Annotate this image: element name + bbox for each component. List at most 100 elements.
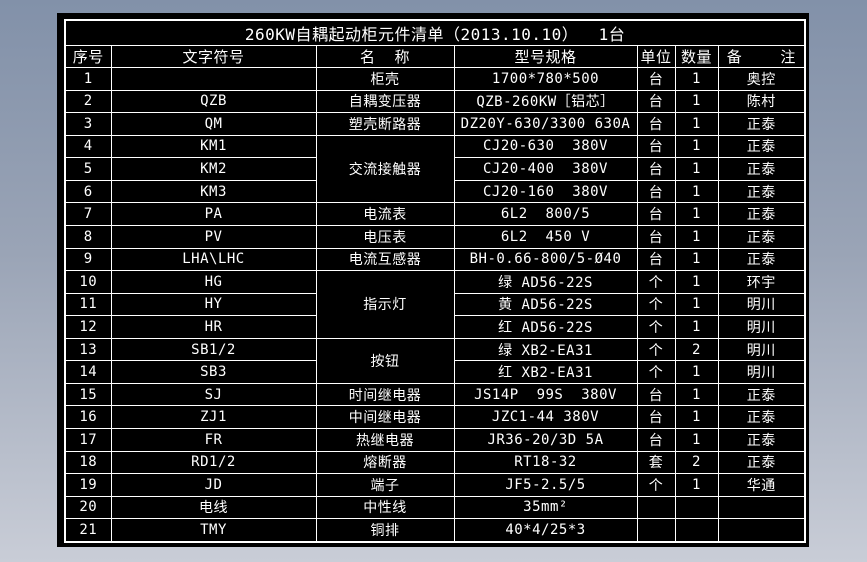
cell-name: 中间继电器 xyxy=(315,405,455,429)
table-row: 4 KM1 交流接触器 CJ20-630 380V 台 1 正泰 xyxy=(64,134,806,204)
cell-qty: 1 xyxy=(674,112,719,136)
cell-symbol: KM2 xyxy=(110,157,317,181)
cell-qty: 1 xyxy=(674,202,719,226)
cell-qty: 1 xyxy=(674,382,719,407)
cell-spec: CJ20-400 380V xyxy=(453,157,638,181)
table-row: 7 PA 电流表 6L2 800/5 台 1 正泰 xyxy=(64,202,806,226)
cell-note: 明川 xyxy=(717,337,806,362)
table-row: 6 KM3 CJ20-160 380V 台 1 正泰 xyxy=(64,179,806,204)
cell-qty: 1 xyxy=(674,179,719,204)
cell-symbol: SB3 xyxy=(110,360,317,384)
cell-note: 正泰 xyxy=(717,112,806,136)
cell-name: 自耦变压器 xyxy=(315,89,455,114)
table-row: 18 RD1/2 熔断器 RT18-32 套 2 正泰 xyxy=(64,450,806,475)
cell-no: 4 xyxy=(64,134,112,159)
cell-spec: 40*4/25*3 xyxy=(453,518,638,543)
column-header-note: 备 注 xyxy=(717,45,806,68)
cell-note: 正泰 xyxy=(717,247,806,272)
cell-spec: CJ20-630 380V xyxy=(453,134,638,159)
column-header-name: 名 称 xyxy=(315,45,455,68)
cell-name: 指示灯 xyxy=(315,270,455,339)
cell-symbol: HR xyxy=(110,315,317,339)
cell-unit: 台 xyxy=(636,247,676,272)
cell-no: 11 xyxy=(64,292,112,317)
cell-name: 热继电器 xyxy=(315,428,455,452)
cell-qty xyxy=(674,518,719,543)
cell-spec: JF5-2.5/5 xyxy=(453,473,638,497)
cell-no: 13 xyxy=(64,337,112,362)
cell-unit: 台 xyxy=(636,89,676,114)
cell-spec: CJ20-160 380V xyxy=(453,179,638,204)
cell-name: 柜壳 xyxy=(315,67,455,91)
cell-spec: 绿 AD56-22S xyxy=(453,270,638,294)
cell-symbol: LHA\LHC xyxy=(110,247,317,272)
cell-symbol: ZJ1 xyxy=(110,405,317,429)
table-title: 260KW自耦起动柜元件清单（2013.10.10） 1台 xyxy=(64,19,806,46)
cell-note xyxy=(717,495,806,520)
cell-note: 正泰 xyxy=(717,179,806,204)
cell-no: 19 xyxy=(64,473,112,497)
cell-qty: 1 xyxy=(674,157,719,181)
table-row: 14 SB3 红 XB2-EA31 个 1 明川 xyxy=(64,360,806,384)
table-row: 15 SJ 时间继电器 JS14P 99S 380V 台 1 正泰 xyxy=(64,382,806,407)
cell-symbol: SB1/2 xyxy=(110,337,317,362)
cell-qty: 1 xyxy=(674,292,719,317)
cell-spec: JR36-20/3D 5A xyxy=(453,428,638,452)
cell-note xyxy=(717,518,806,543)
cell-symbol: 电线 xyxy=(110,495,317,520)
column-header-no: 序号 xyxy=(64,45,112,68)
cell-no: 12 xyxy=(64,315,112,339)
cell-unit: 套 xyxy=(636,450,676,475)
cell-name: 时间继电器 xyxy=(315,382,455,407)
cell-qty: 2 xyxy=(674,337,719,362)
column-header-symbol: 文字符号 xyxy=(110,45,317,68)
table-row: 5 KM2 CJ20-400 380V 台 1 正泰 xyxy=(64,157,806,181)
cell-no: 21 xyxy=(64,518,112,543)
column-header-unit: 单位 xyxy=(636,45,676,68)
cell-spec: JZC1-44 380V xyxy=(453,405,638,429)
cell-unit: 台 xyxy=(636,179,676,204)
cell-no: 2 xyxy=(64,89,112,114)
cell-symbol: PV xyxy=(110,224,317,249)
cell-qty: 1 xyxy=(674,67,719,91)
cell-no: 3 xyxy=(64,112,112,136)
cell-qty: 1 xyxy=(674,315,719,339)
cell-no: 16 xyxy=(64,405,112,429)
cell-spec: 6L2 450 V xyxy=(453,224,638,249)
cell-note: 华通 xyxy=(717,473,806,497)
cell-qty: 1 xyxy=(674,428,719,452)
cell-note: 正泰 xyxy=(717,405,806,429)
cell-unit: 台 xyxy=(636,67,676,91)
cell-unit: 台 xyxy=(636,224,676,249)
cell-name: 中性线 xyxy=(315,495,455,520)
table-title-row: 260KW自耦起动柜元件清单（2013.10.10） 1台 xyxy=(64,19,806,46)
cell-qty: 1 xyxy=(674,473,719,497)
cell-unit: 台 xyxy=(636,112,676,136)
cell-name: 塑壳断路器 xyxy=(315,112,455,136)
cell-name: 电流互感器 xyxy=(315,247,455,272)
cell-unit: 个 xyxy=(636,473,676,497)
cell-symbol: SJ xyxy=(110,382,317,407)
cell-note: 陈村 xyxy=(717,89,806,114)
cell-no: 8 xyxy=(64,224,112,249)
cell-spec: RT18-32 xyxy=(453,450,638,475)
cell-unit: 台 xyxy=(636,428,676,452)
table-row: 2 QZB 自耦变压器 QZB-260KW［铝芯］ 台 1 陈村 xyxy=(64,89,806,114)
table-row: 12 HR 红 AD56-22S 个 1 明川 xyxy=(64,315,806,339)
cell-no: 6 xyxy=(64,179,112,204)
cell-spec: 1700*780*500 xyxy=(453,67,638,91)
cell-qty: 1 xyxy=(674,134,719,159)
cell-qty: 1 xyxy=(674,405,719,429)
cell-symbol: JD xyxy=(110,473,317,497)
cell-unit xyxy=(636,495,676,520)
cell-name: 按钮 xyxy=(315,337,455,384)
table-row: 1 柜壳 1700*780*500 台 1 奥控 xyxy=(64,67,806,91)
cell-unit: 个 xyxy=(636,337,676,362)
cad-drawing-canvas: 260KW自耦起动柜元件清单（2013.10.10） 1台 序号 文字符号 名 … xyxy=(57,13,809,547)
cell-symbol: HY xyxy=(110,292,317,317)
cell-no: 5 xyxy=(64,157,112,181)
cell-name: 交流接触器 xyxy=(315,134,455,204)
cell-no: 18 xyxy=(64,450,112,475)
cell-unit: 个 xyxy=(636,315,676,339)
table-row: 8 PV 电压表 6L2 450 V 台 1 正泰 xyxy=(64,224,806,249)
